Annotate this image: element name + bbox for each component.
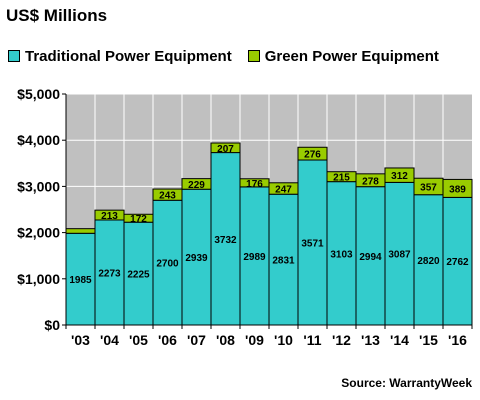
bar-traditional xyxy=(94,219,125,326)
data-label-traditional: 2831 xyxy=(272,256,295,267)
x-tick-label: '03 xyxy=(71,332,90,348)
y-tick-label: $2,000 xyxy=(17,225,60,241)
y-tick-label: $4,000 xyxy=(17,132,60,148)
bar-traditional xyxy=(355,186,386,326)
x-tick-label: '11 xyxy=(303,332,321,348)
chart-title: US$ Millions xyxy=(6,6,108,25)
data-label-traditional: 2273 xyxy=(98,268,121,279)
x-tick-label: '16 xyxy=(448,332,467,348)
x-tick-label: '12 xyxy=(332,332,351,348)
y-tick-label: $3,000 xyxy=(17,178,60,194)
y-tick-label: $5,000 xyxy=(17,86,60,102)
x-tick-label: '15 xyxy=(419,332,438,348)
data-label-green: 247 xyxy=(275,185,292,196)
data-label-green: 357 xyxy=(420,182,437,193)
bar-green xyxy=(210,142,241,154)
data-label-traditional: 2989 xyxy=(243,252,266,263)
x-tick-label: '08 xyxy=(216,332,235,348)
bar-traditional xyxy=(297,159,328,326)
legend-label-green: Green Power Equipment xyxy=(264,47,439,65)
x-tick-label: '04 xyxy=(100,332,119,348)
data-label-green: 278 xyxy=(362,176,379,187)
source-note: Source: WarrantyWeek xyxy=(341,376,472,390)
bar-green xyxy=(442,178,473,198)
y-tick-label: $0 xyxy=(44,317,60,333)
data-label-traditional: 2939 xyxy=(185,253,208,264)
data-label-traditional: 2225 xyxy=(127,270,150,281)
data-label-green: 215 xyxy=(333,173,350,184)
bar-green xyxy=(297,146,328,161)
data-label-green: 229 xyxy=(188,180,205,191)
data-label-green: 172 xyxy=(130,214,147,225)
x-tick-label: '09 xyxy=(245,332,264,348)
bar-traditional xyxy=(326,181,357,326)
x-tick-label: '14 xyxy=(390,332,409,348)
y-tick-label: $1,000 xyxy=(17,271,60,287)
data-label-traditional: 3103 xyxy=(330,249,353,260)
bar-traditional xyxy=(268,193,299,326)
data-label-traditional: 2700 xyxy=(156,259,179,270)
data-label-traditional: 2994 xyxy=(359,252,382,263)
data-label-green: 276 xyxy=(304,150,321,161)
data-label-traditional: 1985 xyxy=(69,275,92,286)
legend-item-traditional: Traditional Power Equipment xyxy=(8,48,232,65)
data-label-traditional: 2762 xyxy=(446,257,469,268)
data-label-green: 176 xyxy=(246,179,263,190)
bar-traditional xyxy=(65,232,96,326)
bar-traditional xyxy=(442,196,473,326)
data-label-traditional: 3087 xyxy=(388,250,411,261)
x-tick-label: '07 xyxy=(187,332,206,348)
bar-green xyxy=(65,228,96,234)
legend-swatch-green xyxy=(247,50,260,62)
legend-label-traditional: Traditional Power Equipment xyxy=(25,47,232,65)
data-label-green: 389 xyxy=(449,184,466,195)
data-label-green: 207 xyxy=(217,144,234,155)
bar-traditional xyxy=(181,188,212,326)
x-tick-label: '10 xyxy=(274,332,293,348)
data-label-green: 312 xyxy=(391,171,408,182)
data-label-green: 243 xyxy=(159,191,176,202)
data-label-green: 213 xyxy=(101,211,118,222)
data-label-traditional: 3732 xyxy=(214,235,237,246)
x-tick-label: '06 xyxy=(158,332,177,348)
x-tick-label: '13 xyxy=(361,332,380,348)
legend-swatch-traditional xyxy=(8,50,20,62)
bar-traditional xyxy=(413,194,444,326)
x-tick-label: '05 xyxy=(129,332,148,348)
legend-item-green: Green Power Equipment xyxy=(247,47,439,65)
data-label-traditional: 2820 xyxy=(417,256,440,267)
chart-legend: Traditional Power Equipment Green Power … xyxy=(8,45,439,67)
data-label-traditional: 3571 xyxy=(301,239,324,250)
bar-green xyxy=(384,167,415,183)
